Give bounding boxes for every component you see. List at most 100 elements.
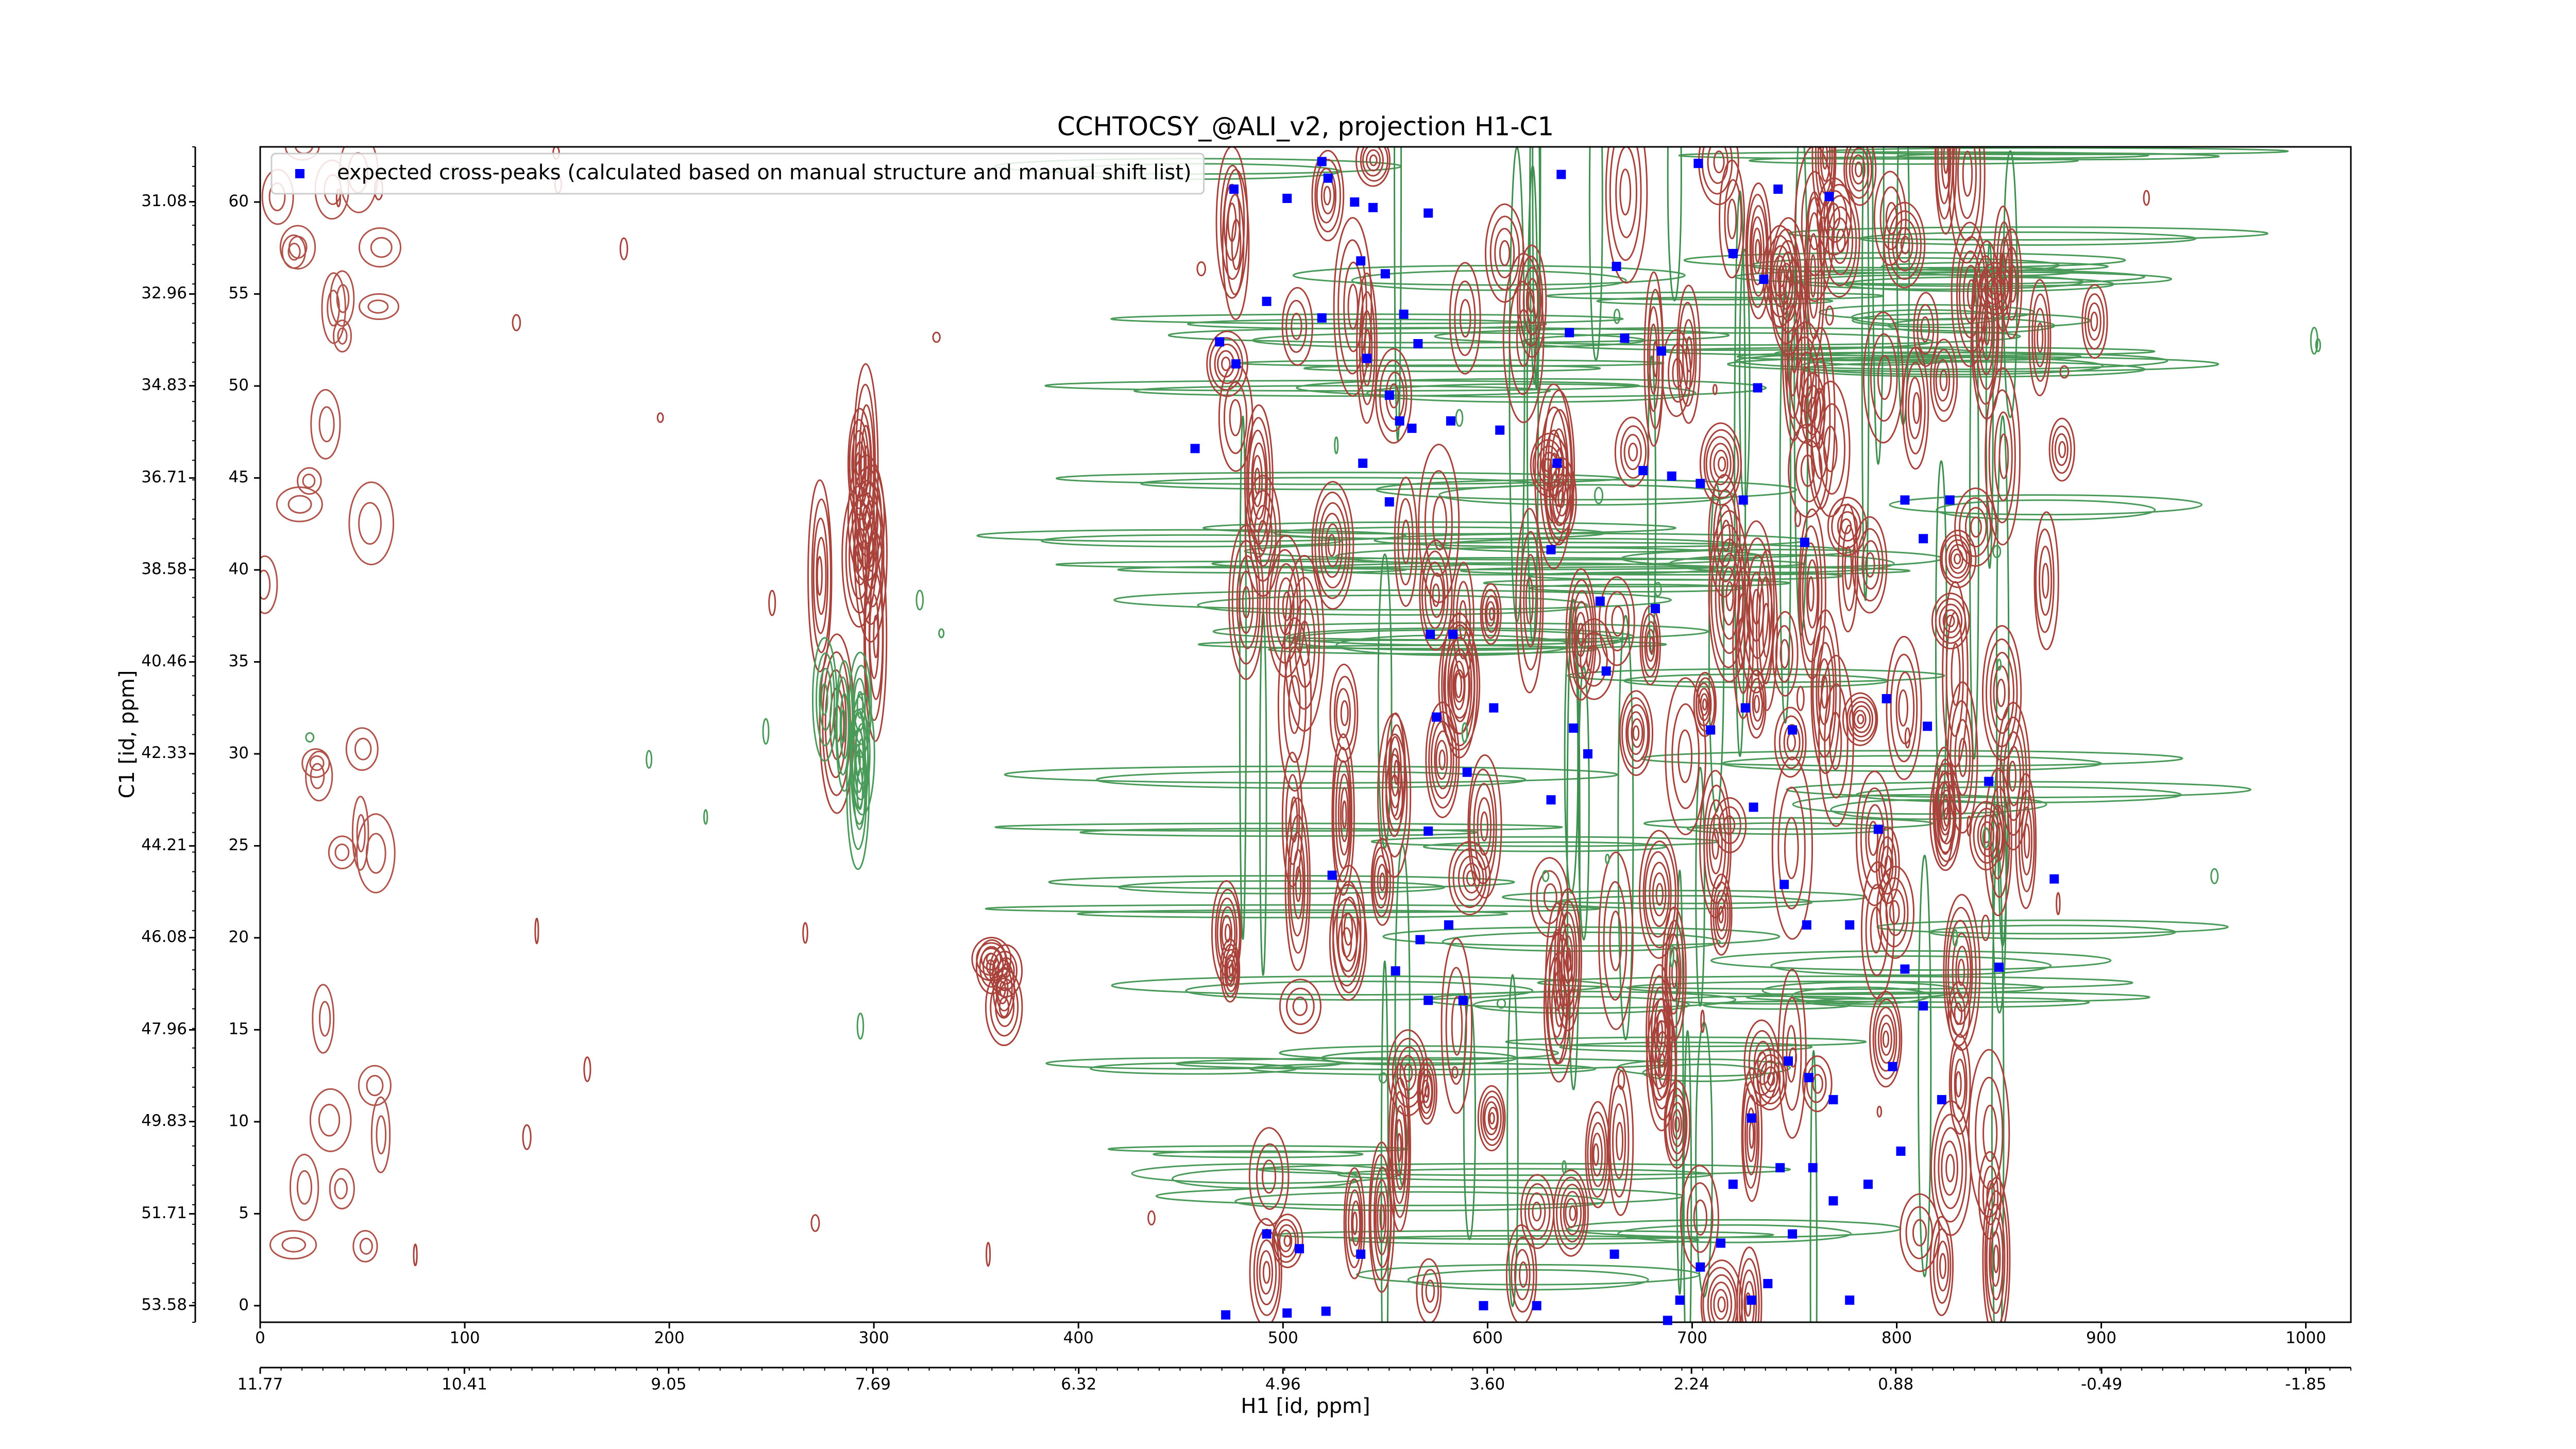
contour bbox=[1259, 1250, 1274, 1295]
contour bbox=[1827, 147, 2289, 156]
contour bbox=[1883, 201, 1926, 289]
contour bbox=[1939, 603, 1963, 638]
contour bbox=[1543, 883, 1557, 912]
x-tick-label: 900 bbox=[2086, 1329, 2116, 1347]
cross-peak-marker bbox=[1221, 1310, 1231, 1320]
contour bbox=[1343, 912, 1353, 946]
contour bbox=[358, 1065, 392, 1106]
contour bbox=[1742, 1081, 1760, 1189]
contour bbox=[359, 1237, 373, 1255]
contour bbox=[1952, 933, 1972, 1012]
contour bbox=[1695, 1021, 1713, 1298]
contour bbox=[1438, 537, 1742, 553]
cross-peak-marker bbox=[1900, 964, 1910, 974]
contour bbox=[1518, 1261, 1528, 1288]
contour bbox=[1941, 147, 1951, 189]
contour bbox=[1605, 853, 1610, 865]
cross-peak-marker bbox=[1356, 256, 1366, 266]
contour bbox=[1281, 287, 1313, 366]
contour bbox=[1638, 830, 1679, 959]
cross-peak-marker bbox=[1282, 193, 1292, 203]
contour bbox=[1713, 489, 1738, 583]
contour bbox=[1945, 539, 1970, 579]
contour bbox=[1196, 261, 1206, 277]
contour bbox=[1631, 718, 1643, 748]
contour bbox=[1585, 1101, 1611, 1208]
contour bbox=[1912, 392, 1921, 424]
legend-marker bbox=[295, 169, 304, 178]
contour bbox=[1221, 357, 1231, 372]
contour bbox=[1962, 150, 1973, 197]
contour bbox=[1734, 190, 1747, 757]
contour bbox=[867, 535, 875, 572]
contour bbox=[1837, 511, 1858, 542]
contour bbox=[1655, 883, 1664, 906]
contour bbox=[1387, 1029, 1429, 1117]
contour bbox=[1592, 1143, 1599, 1166]
contour bbox=[1934, 781, 1957, 853]
contour bbox=[1905, 1206, 1933, 1259]
cross-peak-marker bbox=[1399, 309, 1409, 319]
contour bbox=[1746, 1107, 1756, 1162]
contour bbox=[1775, 625, 1793, 683]
contour bbox=[1912, 1219, 1927, 1246]
contour bbox=[1999, 252, 2006, 285]
contour bbox=[1649, 636, 1654, 654]
contour bbox=[1710, 1282, 1733, 1322]
contour bbox=[1229, 399, 1242, 436]
cross-peak-marker bbox=[1546, 545, 1556, 554]
contour bbox=[1948, 544, 1968, 574]
contour bbox=[995, 987, 1015, 1027]
contour bbox=[1374, 855, 1388, 909]
cross-peak-marker bbox=[1747, 1113, 1756, 1123]
contour bbox=[1802, 542, 1820, 646]
contour bbox=[1665, 1087, 1688, 1162]
contour bbox=[1223, 183, 1241, 261]
contour bbox=[1807, 576, 1815, 612]
contour bbox=[310, 763, 325, 789]
contour bbox=[1623, 434, 1642, 470]
contour bbox=[856, 1013, 865, 1040]
contour bbox=[337, 327, 348, 345]
x2-tick-label: -0.49 bbox=[2081, 1375, 2122, 1394]
contour bbox=[1546, 457, 1577, 542]
contour bbox=[1986, 1204, 2006, 1314]
y-tick-label: 35 bbox=[229, 652, 249, 670]
contour bbox=[1886, 635, 1922, 780]
contour bbox=[1706, 799, 1726, 889]
contour bbox=[807, 479, 833, 672]
contour bbox=[1849, 701, 1874, 738]
contour bbox=[1527, 289, 1535, 313]
contour bbox=[1323, 186, 1331, 206]
contour bbox=[1695, 766, 1705, 1007]
contour bbox=[1587, 1111, 1608, 1198]
contour bbox=[1282, 591, 1292, 621]
contour bbox=[522, 1124, 532, 1150]
contour bbox=[1880, 846, 1894, 885]
contour bbox=[1805, 327, 1836, 510]
contour bbox=[1224, 923, 1231, 943]
contour bbox=[1567, 668, 1945, 683]
contour bbox=[1709, 443, 1732, 485]
contour bbox=[1530, 857, 1569, 938]
contour bbox=[1489, 215, 1520, 291]
y2-tick-label: 36.71 bbox=[141, 468, 187, 486]
contour bbox=[1707, 1274, 1736, 1322]
contour bbox=[1786, 321, 1825, 444]
contour bbox=[1525, 577, 1534, 625]
cross-peak-marker bbox=[1327, 870, 1337, 880]
contour bbox=[1945, 906, 1977, 1038]
contour bbox=[938, 628, 945, 638]
contour bbox=[1846, 696, 1877, 742]
contour bbox=[318, 1104, 341, 1137]
contour bbox=[1955, 946, 1969, 999]
contour bbox=[1318, 502, 1348, 589]
contour bbox=[1285, 299, 1307, 353]
y-tick-label: 25 bbox=[229, 836, 249, 854]
contour bbox=[1948, 1034, 1971, 1135]
contour bbox=[1258, 520, 1268, 552]
contour bbox=[1279, 979, 1321, 1034]
contour bbox=[1778, 715, 1804, 769]
contour bbox=[849, 419, 869, 510]
cross-peak-marker bbox=[1395, 416, 1404, 426]
